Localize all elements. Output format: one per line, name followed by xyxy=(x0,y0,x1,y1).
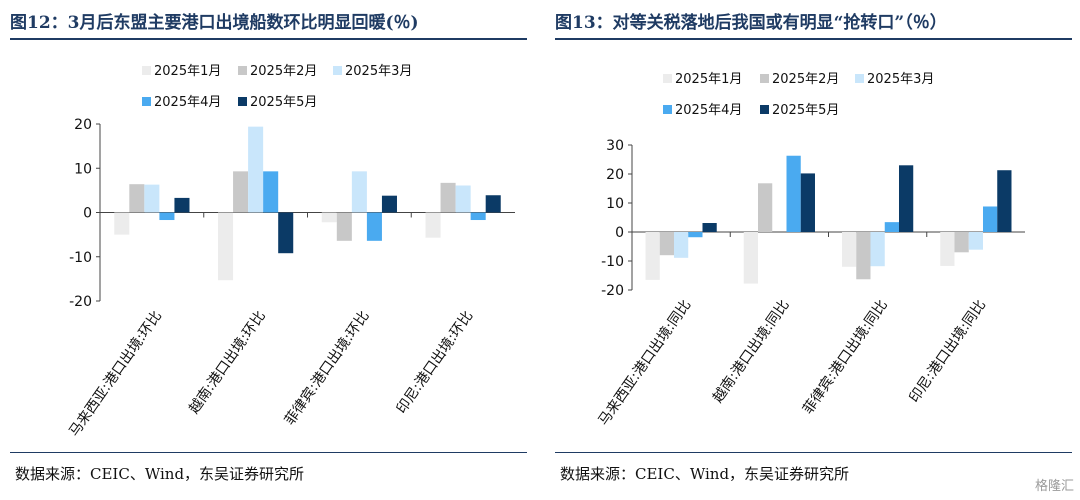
source-rule xyxy=(10,452,527,493)
y-tick-label: -20 xyxy=(601,283,624,299)
legend-swatch xyxy=(760,74,769,83)
bar xyxy=(425,212,441,238)
bar-chart-yoy: 2025年1月 2025年2月 2025年3月 2025年4月 2025年5月 30 20 1… xyxy=(596,72,1025,429)
legend-label: 2025年2月 xyxy=(772,72,839,87)
bar xyxy=(758,183,773,232)
bar xyxy=(688,232,703,238)
bar xyxy=(218,212,234,281)
bar xyxy=(884,222,899,232)
bar xyxy=(129,184,145,213)
category-label: 越南:港口出境:同比 xyxy=(710,297,793,406)
title-rule xyxy=(10,6,527,40)
bar xyxy=(954,232,969,253)
category-label: 菲律宾:港口出境:环比 xyxy=(282,308,373,428)
bar xyxy=(743,232,759,284)
bar xyxy=(278,212,294,254)
category-label: 马来西亚:港口出境:环比 xyxy=(66,308,165,440)
bar xyxy=(898,165,914,232)
bar xyxy=(144,184,160,213)
y-tick-label: 0 xyxy=(615,225,624,241)
bar xyxy=(336,212,352,241)
legend-label: 2025年4月 xyxy=(154,95,221,110)
bar xyxy=(786,155,801,232)
bar xyxy=(645,232,660,280)
bar xyxy=(366,212,382,241)
bar xyxy=(233,171,249,213)
data-source: 数据来源：CEIC、Wind，东吴证券研究所 xyxy=(560,465,850,483)
legend-label: 2025年1月 xyxy=(675,72,742,87)
chart-panel-right: 图13：对等关税落地后我国或有明显“抢转口”（％） 2025年1月 2025年2月… xyxy=(545,0,1080,500)
bar xyxy=(321,212,337,223)
bar xyxy=(114,212,130,235)
legend-label: 2025年3月 xyxy=(867,72,934,87)
y-tick-label: 10 xyxy=(74,161,92,177)
legend-swatch xyxy=(760,105,769,114)
bar xyxy=(470,212,486,221)
y-tick-label: 10 xyxy=(606,196,624,212)
chart-title: 图12：3月后东盟主要港口出境船数环比明显回暖(％) xyxy=(10,13,419,33)
category-label: 菲律宾:港口出境:同比 xyxy=(800,297,891,417)
bar xyxy=(659,232,675,256)
bar xyxy=(702,223,717,232)
bar xyxy=(674,232,689,258)
bar xyxy=(248,126,264,213)
legend-label: 2025年4月 xyxy=(675,103,742,118)
bar-chart-mom: 2025年1月 2025年2月 2025年3月 2025年4月 2025年5月 20 10 0… xyxy=(66,64,515,440)
legend-label: 2025年2月 xyxy=(250,64,317,79)
category-label: 印尼:港口出境:同比 xyxy=(906,297,989,406)
y-tick-label: 30 xyxy=(606,138,624,154)
bar xyxy=(870,232,885,267)
category-label: 印尼:港口出境:环比 xyxy=(394,308,477,417)
y-tick-label: -20 xyxy=(69,294,92,310)
data-source: 数据来源：CEIC、Wind，东吴证券研究所 xyxy=(15,465,305,483)
y-tick-label: 20 xyxy=(606,167,624,183)
y-tick-label: 20 xyxy=(74,117,92,133)
bar xyxy=(440,182,456,213)
legend-label: 2025年3月 xyxy=(345,64,412,79)
legend-swatch xyxy=(855,74,864,83)
bar xyxy=(174,197,190,213)
legend-swatch xyxy=(333,66,342,75)
y-tick-label: -10 xyxy=(601,254,624,270)
chart-title: 图13：对等关税落地后我国或有明显“抢转口”（％） xyxy=(555,13,947,33)
bar xyxy=(968,232,983,250)
source-rule xyxy=(555,452,1072,493)
bar xyxy=(351,171,367,213)
title-rule xyxy=(555,6,1072,40)
bar xyxy=(856,232,871,280)
bar xyxy=(485,195,501,213)
legend-swatch xyxy=(238,66,247,75)
bar xyxy=(940,232,955,266)
y-tick-label: 0 xyxy=(83,206,92,222)
bar xyxy=(997,170,1012,232)
legend-swatch xyxy=(142,66,151,75)
bar xyxy=(800,173,815,232)
bar xyxy=(159,212,175,221)
bar xyxy=(842,232,857,267)
bar xyxy=(381,195,397,213)
legend-swatch xyxy=(663,74,672,83)
legend-label: 2025年1月 xyxy=(154,64,221,79)
legend-label: 2025年5月 xyxy=(772,103,839,118)
legend-label: 2025年5月 xyxy=(250,95,317,110)
category-label: 越南:港口出境:环比 xyxy=(186,308,269,417)
legend-swatch xyxy=(238,97,247,106)
category-label: 马来西亚:港口出境:同比 xyxy=(596,297,695,429)
bar xyxy=(982,206,998,232)
y-tick-label: -10 xyxy=(69,250,92,266)
watermark-logo: 格隆汇 xyxy=(1034,479,1074,494)
bar xyxy=(263,171,279,213)
legend-swatch xyxy=(142,97,151,106)
legend-swatch xyxy=(663,105,672,114)
chart-panel-left: 图12：3月后东盟主要港口出境船数环比明显回暖(％) 2025年1月 2025年2… xyxy=(0,0,535,500)
bar xyxy=(455,185,471,213)
